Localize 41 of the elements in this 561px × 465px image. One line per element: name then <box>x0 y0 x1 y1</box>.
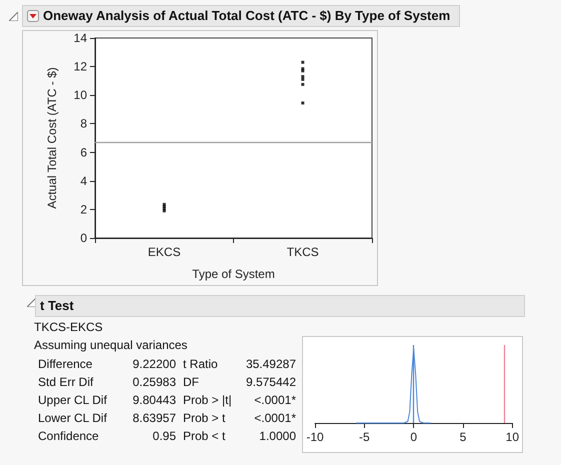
text: Prob < t <box>183 429 226 443</box>
text: 8.63957 <box>132 411 176 425</box>
text: Prob > |t| <box>183 393 232 407</box>
y-tick-label: 2 <box>80 202 88 216</box>
text: 9.575442 <box>244 375 296 389</box>
text: Std Err Dif <box>38 375 94 389</box>
text: TKCS-EKCS <box>34 320 103 334</box>
y-tick-label: 14 <box>74 31 88 45</box>
text: Prob > t <box>183 411 226 425</box>
y-tick-label: 8 <box>80 116 88 131</box>
text: Upper CL Dif <box>38 393 107 407</box>
text: 1.0000 <box>258 429 296 443</box>
y-tick-label: 0 <box>80 231 88 245</box>
y-tick-label: 6 <box>80 145 88 160</box>
y-tick-label: 10 <box>74 88 88 102</box>
text: DF <box>183 375 199 389</box>
text: 9.22200 <box>132 357 176 371</box>
text: <.0001* <box>253 411 296 425</box>
x-tick-label: 5 <box>460 430 467 444</box>
x-tick-label: 0 <box>410 430 418 444</box>
text: Confidence <box>38 429 99 443</box>
x-tick-label: -10 <box>306 430 324 444</box>
text: t Test <box>40 298 74 313</box>
x-tick-label: TKCS <box>286 245 319 259</box>
text: Assuming unequal variances <box>34 338 188 352</box>
x-tick-label: EKCS <box>148 245 181 259</box>
text: Lower CL Dif <box>38 411 107 425</box>
x-axis-title: Type of System <box>192 267 275 281</box>
text: 9.80443 <box>132 393 176 407</box>
y-tick-label: 12 <box>74 60 88 74</box>
x-tick-label: -5 <box>358 430 370 444</box>
text: 0.25983 <box>132 375 176 389</box>
y-tick-label: 4 <box>80 174 88 188</box>
y-axis-title: Actual Total Cost (ATC - $) <box>45 67 59 209</box>
text: 0.95 <box>152 429 176 443</box>
text: Difference <box>38 357 92 371</box>
x-tick-label: 10 <box>506 430 520 444</box>
chart-title: Oneway Analysis of Actual Total Cost (ATC - $) By Type of System <box>43 8 450 23</box>
text: <.0001* <box>253 393 296 407</box>
text: t Ratio <box>183 357 218 371</box>
text: 35.49287 <box>244 357 296 371</box>
